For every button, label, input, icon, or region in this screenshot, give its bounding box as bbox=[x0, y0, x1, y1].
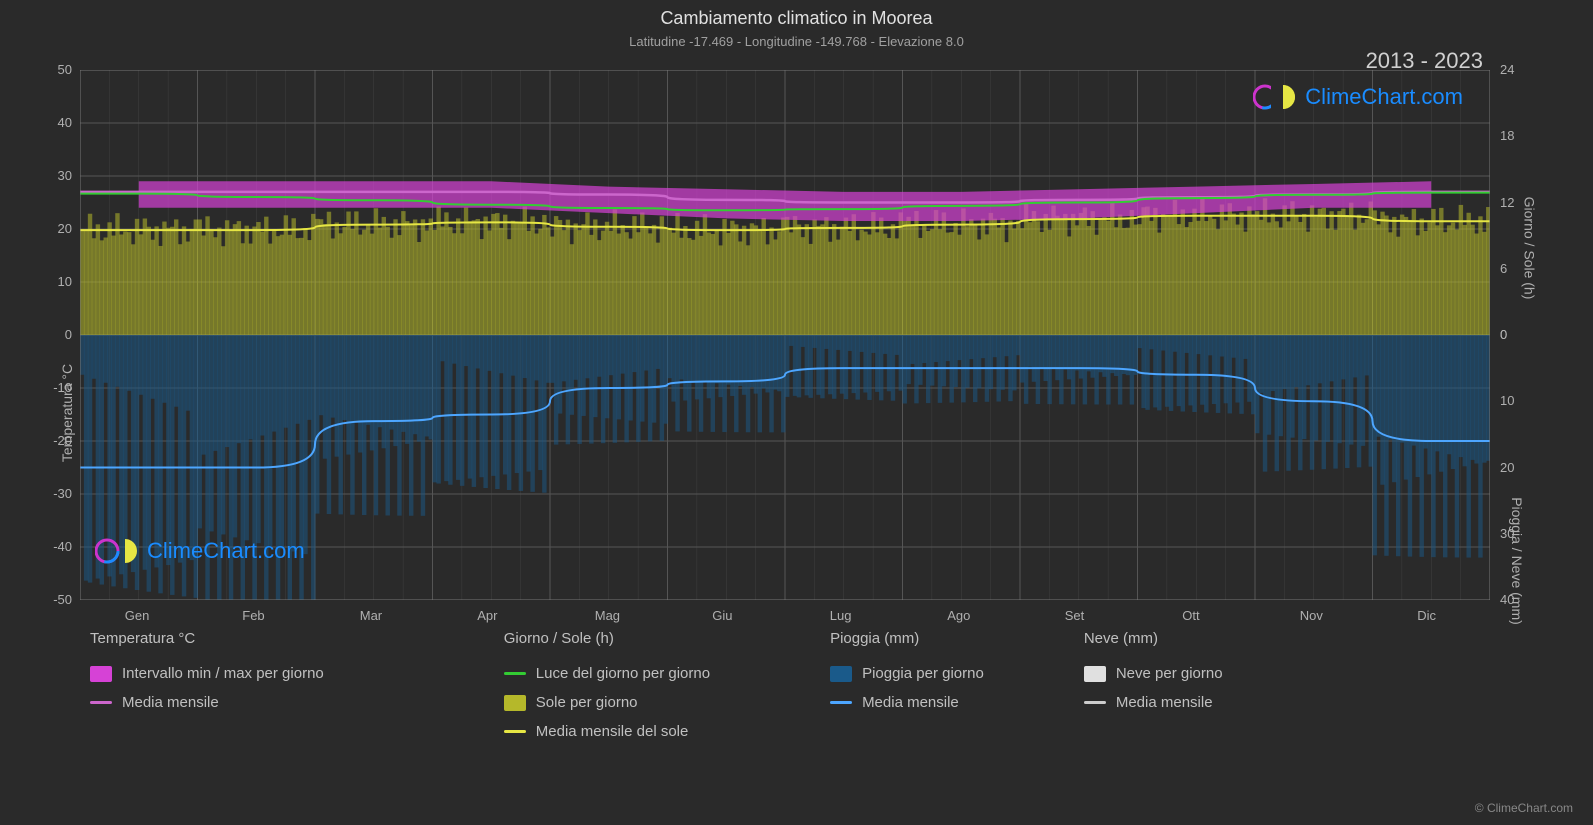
tick-left: -40 bbox=[53, 539, 72, 554]
legend-col-daysun: Giorno / Sole (h) Luce del giorno per gi… bbox=[504, 630, 710, 740]
legend-label: Media mensile bbox=[122, 694, 219, 711]
legend-item-sun: Sole per giorno bbox=[504, 694, 710, 711]
chart-plot-area bbox=[80, 70, 1490, 600]
legend-label: Media mensile bbox=[1116, 694, 1213, 711]
tick-left: 10 bbox=[58, 274, 72, 289]
swatch-temp-range bbox=[90, 666, 112, 682]
swatch-temp-mean bbox=[90, 701, 112, 704]
tick-right-bottom: 0 bbox=[1500, 327, 1507, 342]
legend-label: Intervallo min / max per giorno bbox=[122, 665, 324, 682]
legend-header-rain: Pioggia (mm) bbox=[830, 630, 984, 647]
tick-month: Lug bbox=[830, 608, 852, 623]
tick-month: Dic bbox=[1417, 608, 1436, 623]
tick-left: -30 bbox=[53, 486, 72, 501]
logo-top: ClimeChart.com bbox=[1253, 82, 1463, 112]
legend-header-snow: Neve (mm) bbox=[1084, 630, 1223, 647]
swatch-rain-mean bbox=[830, 701, 852, 704]
chart-title: Cambiamento climatico in Moorea bbox=[0, 8, 1593, 29]
tick-right-top: 12 bbox=[1500, 195, 1514, 210]
logo-icon bbox=[1253, 82, 1299, 112]
chart-subtitle: Latitudine -17.469 - Longitudine -149.76… bbox=[0, 34, 1593, 49]
tick-month: Ago bbox=[947, 608, 970, 623]
legend-label: Luce del giorno per giorno bbox=[536, 665, 710, 682]
logo-icon bbox=[95, 536, 141, 566]
tick-month: Giu bbox=[712, 608, 732, 623]
axis-label-day-sun: Giorno / Sole (h) bbox=[1522, 196, 1538, 299]
tick-left: 50 bbox=[58, 62, 72, 77]
swatch-rain bbox=[830, 666, 852, 682]
legend-col-snow: Neve (mm) Neve per giorno Media mensile bbox=[1084, 630, 1223, 740]
tick-month: Apr bbox=[477, 608, 497, 623]
legend-label: Pioggia per giorno bbox=[862, 665, 984, 682]
tick-left: 30 bbox=[58, 168, 72, 183]
tick-month: Nov bbox=[1300, 608, 1323, 623]
tick-right-bottom: 10 bbox=[1500, 393, 1514, 408]
legend-label: Media mensile bbox=[862, 694, 959, 711]
tick-right-bottom: 40 bbox=[1500, 592, 1514, 607]
swatch-sun bbox=[504, 695, 526, 711]
tick-month: Set bbox=[1065, 608, 1085, 623]
tick-left: -10 bbox=[53, 380, 72, 395]
tick-right-bottom: 30 bbox=[1500, 526, 1514, 541]
copyright: © ClimeChart.com bbox=[1475, 801, 1573, 815]
legend-item-rain-mean: Media mensile bbox=[830, 694, 984, 711]
legend-item-daylight: Luce del giorno per giorno bbox=[504, 665, 710, 682]
swatch-snow-mean bbox=[1084, 701, 1106, 704]
swatch-daylight bbox=[504, 672, 526, 675]
logo-text: ClimeChart.com bbox=[1305, 84, 1463, 110]
logo-bottom: ClimeChart.com bbox=[95, 536, 305, 566]
legend-item-temp-mean: Media mensile bbox=[90, 694, 324, 711]
tick-left: 40 bbox=[58, 115, 72, 130]
legend: Temperatura °C Intervallo min / max per … bbox=[90, 630, 1510, 740]
tick-left: -20 bbox=[53, 433, 72, 448]
tick-month: Mag bbox=[595, 608, 620, 623]
legend-col-temp: Temperatura °C Intervallo min / max per … bbox=[90, 630, 324, 740]
legend-label: Media mensile del sole bbox=[536, 723, 689, 740]
tick-right-top: 24 bbox=[1500, 62, 1514, 77]
legend-label: Sole per giorno bbox=[536, 694, 638, 711]
tick-month: Feb bbox=[242, 608, 264, 623]
logo-text: ClimeChart.com bbox=[147, 538, 305, 564]
legend-item-snow-mean: Media mensile bbox=[1084, 694, 1223, 711]
swatch-sun-mean bbox=[504, 730, 526, 733]
tick-right-bottom: 20 bbox=[1500, 460, 1514, 475]
tick-left: -50 bbox=[53, 592, 72, 607]
legend-col-rain: Pioggia (mm) Pioggia per giorno Media me… bbox=[830, 630, 984, 740]
tick-right-top: 6 bbox=[1500, 261, 1507, 276]
legend-item-rain-daily: Pioggia per giorno bbox=[830, 665, 984, 682]
legend-item-sun-mean: Media mensile del sole bbox=[504, 723, 710, 740]
tick-right-top: 18 bbox=[1500, 128, 1514, 143]
tick-left: 0 bbox=[65, 327, 72, 342]
legend-item-temp-range: Intervallo min / max per giorno bbox=[90, 665, 324, 682]
swatch-snow bbox=[1084, 666, 1106, 682]
tick-month: Ott bbox=[1182, 608, 1199, 623]
tick-month: Gen bbox=[125, 608, 150, 623]
legend-header-daysun: Giorno / Sole (h) bbox=[504, 630, 710, 647]
chart-svg bbox=[80, 70, 1490, 600]
tick-left: 20 bbox=[58, 221, 72, 236]
legend-header-temp: Temperatura °C bbox=[90, 630, 324, 647]
tick-month: Mar bbox=[360, 608, 382, 623]
legend-label: Neve per giorno bbox=[1116, 665, 1223, 682]
legend-item-snow-daily: Neve per giorno bbox=[1084, 665, 1223, 682]
